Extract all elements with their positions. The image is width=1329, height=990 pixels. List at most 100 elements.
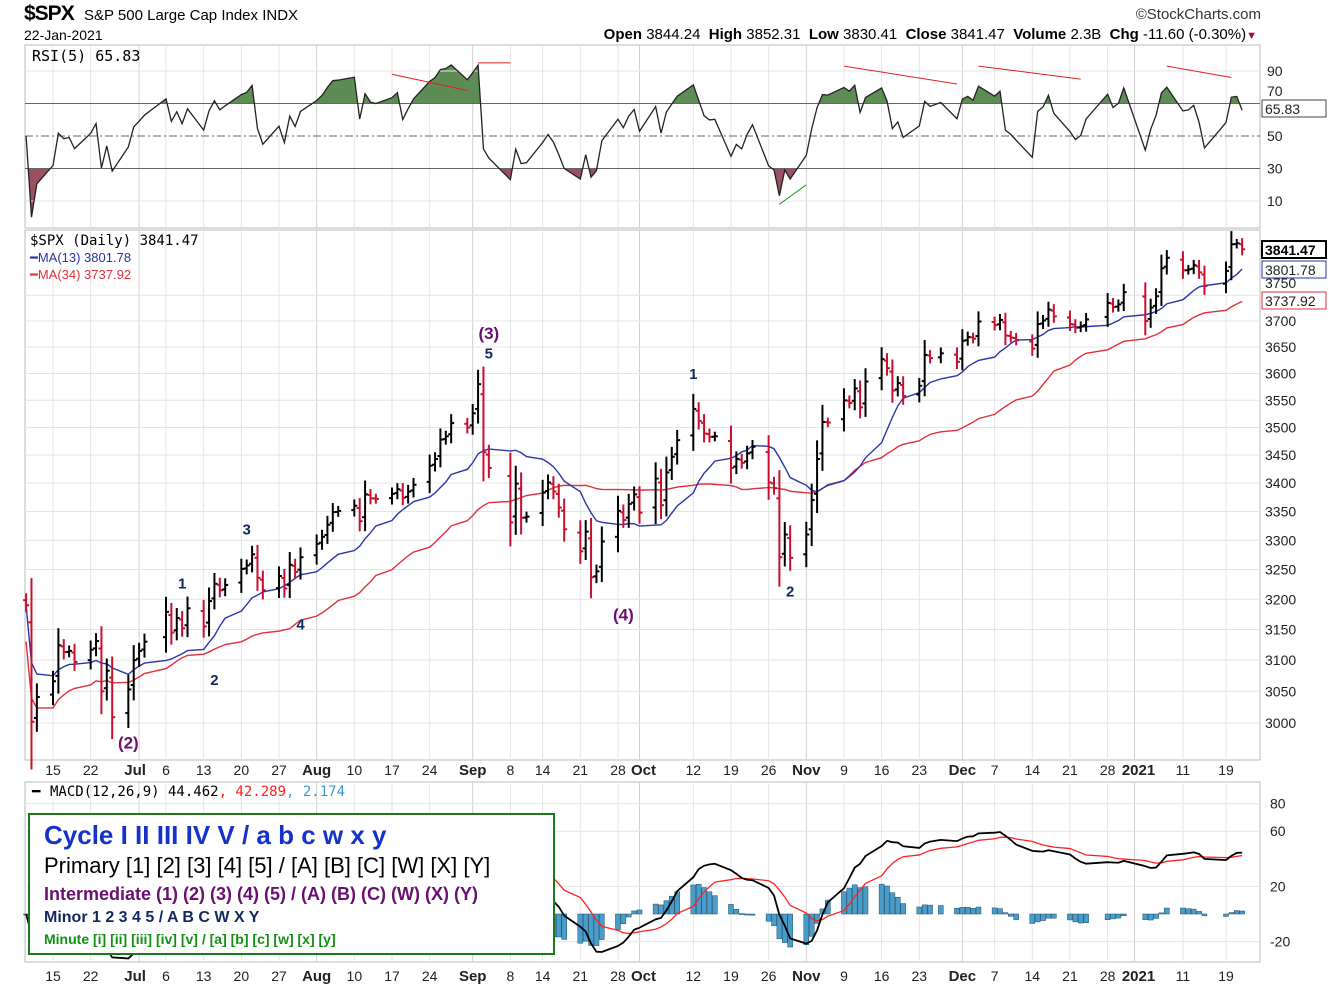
chg-value: -11.60 (-0.30%) bbox=[1143, 26, 1247, 43]
x-tick-label: 24 bbox=[422, 968, 438, 984]
close-value-tag-box bbox=[1261, 240, 1327, 259]
price-bar bbox=[405, 484, 412, 504]
price-bar bbox=[927, 350, 934, 364]
x-tick-label: 22 bbox=[83, 968, 99, 984]
price-bar bbox=[485, 444, 492, 478]
x-tick-label: 17 bbox=[384, 762, 400, 778]
rsi-value-tag-text: 65.83 bbox=[1265, 101, 1300, 117]
macd-histogram-bar bbox=[1072, 913, 1079, 923]
price-bar bbox=[781, 521, 788, 567]
x-tick-label: 23 bbox=[912, 762, 928, 778]
quote-summary: Open 3844.24 High 3852.31 Low 3830.41 Cl… bbox=[604, 26, 1257, 43]
price-bar bbox=[523, 511, 530, 523]
price-bar bbox=[953, 347, 960, 370]
rsi-y-tick: 10 bbox=[1267, 193, 1283, 209]
macd-histogram-bar bbox=[1201, 913, 1208, 917]
x-tick-label: 7 bbox=[991, 762, 999, 778]
macd-histogram-bar bbox=[1190, 908, 1197, 915]
price-bar bbox=[442, 430, 449, 445]
price-bar bbox=[98, 626, 105, 715]
price-bar bbox=[426, 454, 433, 494]
macd-histogram-bar bbox=[738, 913, 745, 915]
macd-histogram-bar bbox=[712, 895, 718, 915]
macd-histogram-bar bbox=[787, 913, 793, 948]
price-bar bbox=[87, 640, 94, 670]
macd-histogram-bar bbox=[556, 913, 562, 938]
price-bar bbox=[206, 587, 213, 637]
price-bar bbox=[550, 476, 557, 500]
price-bar bbox=[620, 504, 627, 528]
ma34-value-tag-box bbox=[1261, 291, 1327, 310]
price-bar bbox=[1142, 282, 1149, 336]
name: S&P 500 Large Cap Index bbox=[84, 7, 259, 24]
macd-histogram-bar bbox=[938, 905, 944, 915]
x-tick-label: 16 bbox=[874, 762, 890, 778]
macd-histogram-bar bbox=[1142, 913, 1149, 920]
x-tick-label: 19 bbox=[723, 968, 739, 984]
x-tick-label: 20 bbox=[234, 968, 250, 984]
macd-y-tick: -20 bbox=[1270, 934, 1290, 950]
macd-histogram-bar bbox=[1051, 913, 1057, 919]
y-tick-label: 3200 bbox=[1265, 591, 1296, 607]
price-bar bbox=[162, 596, 169, 653]
price-bar bbox=[631, 486, 638, 511]
macd-histogram-bar bbox=[841, 891, 847, 915]
price-bar bbox=[916, 377, 923, 403]
rsi-y-tick: 50 bbox=[1267, 128, 1283, 144]
y-tick-label: 3150 bbox=[1265, 621, 1296, 637]
price-bar bbox=[66, 645, 73, 658]
macd-histogram-bar bbox=[636, 909, 643, 915]
low-value: 3830.41 bbox=[843, 26, 898, 43]
macd-histogram-bar bbox=[1158, 912, 1165, 915]
price-bar bbox=[109, 656, 116, 739]
symbol-name: S&P 500 Large Cap Index INDX bbox=[84, 7, 298, 24]
macd-histogram-bar bbox=[615, 913, 621, 930]
price-bar bbox=[674, 429, 681, 465]
wave-label: (2) bbox=[118, 734, 139, 753]
x-tick-label: 11 bbox=[1176, 968, 1191, 984]
price-bar bbox=[297, 547, 304, 580]
rsi-y-tick: 70 bbox=[1267, 83, 1283, 99]
macd-histogram-bar bbox=[916, 906, 923, 915]
ma13-label: ━MA(13) 3801.78 bbox=[29, 250, 131, 265]
elliott-wave-legend: Cycle I II III IV V / a b c w x y Primar… bbox=[28, 813, 555, 955]
rsi-value-tag: 65.83 bbox=[1261, 99, 1327, 118]
price-bar bbox=[259, 570, 266, 600]
x-tick-label: Sep bbox=[459, 968, 487, 985]
x-tick-label: 19 bbox=[723, 762, 739, 778]
down-arrow-icon: ▼ bbox=[1246, 30, 1257, 42]
x-tick-label: 9 bbox=[840, 762, 848, 778]
price-bar bbox=[1153, 288, 1160, 314]
x-tick-label: 26 bbox=[761, 762, 777, 778]
macd-histogram-bar bbox=[878, 883, 885, 915]
price-bar bbox=[480, 366, 487, 482]
price-bar bbox=[658, 468, 665, 520]
x-tick-label: 16 bbox=[874, 968, 890, 984]
macd-histogram-bar bbox=[959, 907, 966, 915]
x-tick-label: 2021 bbox=[1122, 968, 1155, 985]
wave-label: 3 bbox=[243, 521, 251, 538]
price-bar bbox=[319, 529, 326, 550]
rsi-title: RSI(5) 65.83 bbox=[32, 47, 140, 65]
price-bar bbox=[539, 479, 546, 527]
x-tick-label: 15 bbox=[45, 762, 61, 778]
macd-histogram-bar bbox=[803, 913, 810, 945]
x-tick-label: 19 bbox=[1218, 968, 1234, 984]
legend-minor: Minor 1 2 3 4 5 / A B C W X Y bbox=[44, 909, 260, 926]
macd-histogram-bar bbox=[1104, 913, 1111, 921]
quote-date: 22-Jan-2021 bbox=[24, 27, 103, 43]
macd-histogram-bar bbox=[1147, 913, 1154, 921]
x-tick-label: 24 bbox=[422, 762, 438, 778]
price-bar bbox=[356, 498, 363, 532]
price-bar bbox=[130, 645, 137, 701]
x-tick-label: 21 bbox=[573, 968, 589, 984]
brand-logo[interactable]: ©StockCharts.com bbox=[1135, 6, 1261, 23]
x-tick-label: 22 bbox=[83, 762, 99, 778]
macd-histogram-bar bbox=[1013, 913, 1019, 920]
macd-histogram-bar bbox=[1223, 913, 1229, 917]
y-tick-label: 3500 bbox=[1265, 419, 1296, 435]
y-tick-label: 3300 bbox=[1265, 532, 1296, 548]
rsi-divergence-line bbox=[978, 65, 1081, 80]
symbol: $SPX bbox=[24, 2, 75, 25]
price-bar bbox=[1147, 298, 1154, 328]
